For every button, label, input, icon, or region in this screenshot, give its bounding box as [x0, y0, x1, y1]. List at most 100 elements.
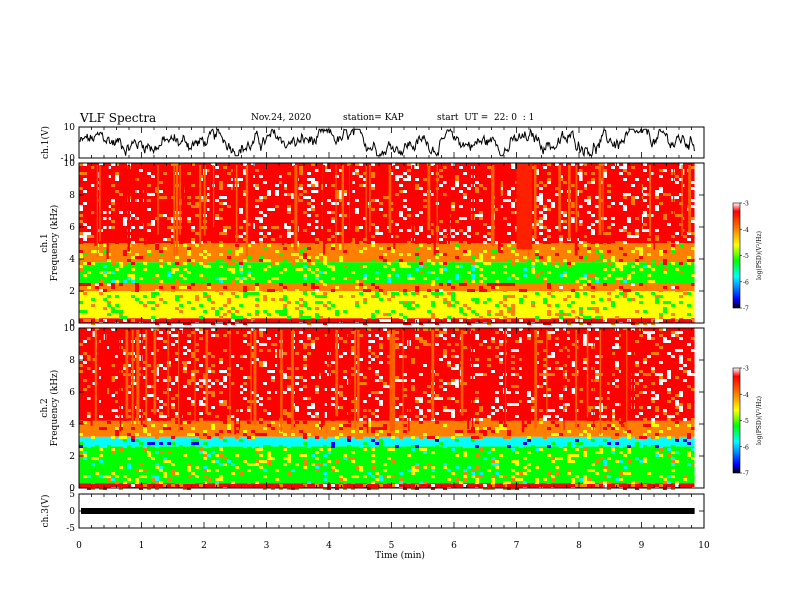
y-axis-label: ch.1Frequency (kHz) [40, 205, 60, 282]
spectrogram-cell [375, 361, 379, 364]
spectrogram-cell [287, 172, 291, 175]
spectrogram-cell [371, 316, 375, 319]
spectrogram-cell [143, 244, 147, 247]
spectrogram-cell [635, 235, 639, 238]
spectrogram-cell [223, 358, 227, 361]
spectrogram-cell [467, 250, 471, 253]
spectrogram-cell [331, 277, 335, 280]
spectrogram-cell [191, 241, 195, 244]
spectrogram-cell [611, 256, 615, 259]
spectrogram-cell [283, 274, 287, 277]
spectrogram-cell [451, 298, 455, 301]
spectrogram-cell [391, 235, 395, 238]
spectrogram-cell [455, 394, 459, 397]
spectrogram-cell [199, 343, 203, 346]
spectrogram-cell [287, 391, 291, 394]
spectrogram-cell [339, 184, 343, 187]
spectrogram-cell [583, 172, 587, 175]
spectrogram-cell [655, 319, 659, 322]
spectrogram-cell [303, 379, 307, 382]
spectrogram-cell [87, 412, 91, 415]
spectrogram-cell [575, 292, 579, 295]
spectrogram-cell [599, 247, 603, 250]
spectrogram-cell [415, 241, 419, 244]
spectrogram-cell [167, 178, 171, 181]
spectrogram-cell [355, 280, 359, 283]
spectrogram-cell [323, 415, 327, 418]
spectrogram-cell [455, 241, 459, 244]
spectrogram-cell [79, 241, 83, 244]
spectrogram-cell [247, 304, 251, 307]
spectrogram-cell [395, 208, 399, 211]
spectrogram-cell [447, 247, 451, 250]
impulse-stripe [143, 165, 147, 245]
spectrogram-cell [619, 190, 623, 193]
spectrogram-cell [163, 379, 167, 382]
spectrogram-cell [667, 316, 671, 319]
y-tick-label: 0 [69, 319, 75, 329]
spectrogram-cell [595, 196, 599, 199]
spectrogram-cell [327, 247, 331, 250]
spectrogram-cell [647, 214, 651, 217]
spectrogram-cell [79, 370, 83, 373]
spectrogram-cell [547, 334, 551, 337]
spectrogram-cell [311, 403, 315, 406]
spectrogram-cell [667, 220, 671, 223]
spectrogram-cell [499, 244, 503, 247]
spectrogram-cell [159, 343, 163, 346]
spectrogram-cell [339, 379, 343, 382]
spectrogram-cell [583, 256, 587, 259]
spectrogram-cell [271, 271, 275, 274]
spectrogram-cell [627, 193, 631, 196]
spectrogram-cell [667, 370, 671, 373]
spectrogram-cell [151, 316, 155, 319]
spectrogram-cell [367, 229, 371, 232]
spectrogram-cell [547, 202, 551, 205]
spectrogram-cell [171, 340, 175, 343]
spectrogram-cell [411, 163, 415, 166]
spectrogram-cell [455, 232, 459, 235]
spectrogram-cell [159, 250, 163, 253]
spectrogram-cell [571, 220, 575, 223]
spectrogram-cell [343, 340, 347, 343]
spectrogram-cell [407, 307, 411, 310]
spectrogram-cell [171, 169, 175, 172]
spectrogram-cell [607, 400, 611, 403]
spectrogram-cell [339, 229, 343, 232]
spectrogram-cell [155, 271, 159, 274]
spectrogram-cell [483, 223, 487, 226]
spectrogram-cell [267, 190, 271, 193]
spectrogram-cell [107, 184, 111, 187]
spectrogram-cell [451, 292, 455, 295]
spectrogram-cell [395, 169, 399, 172]
spectrogram-cell [315, 187, 319, 190]
spectrogram-cell [595, 175, 599, 178]
spectrogram-cell [319, 280, 323, 283]
spectrogram-cell [647, 253, 651, 256]
spectrogram-cell [511, 172, 515, 175]
spectrogram-cell [311, 184, 315, 187]
spectrogram-cell [579, 286, 583, 289]
spectrogram-cell [191, 163, 195, 166]
spectrogram-cell [327, 268, 331, 271]
spectrogram-cell [595, 328, 599, 331]
spectrogram-cell [267, 397, 271, 400]
spectrogram-cell [415, 220, 419, 223]
spectrogram-cell [651, 367, 655, 370]
spectrogram-cell [143, 412, 147, 415]
spectrogram-cell [295, 400, 299, 403]
spectrogram-cell [107, 313, 111, 316]
spectrogram-cell [119, 310, 123, 313]
spectrogram-cell [331, 370, 335, 373]
spectrogram-cell [579, 220, 583, 223]
spectrogram-cell [367, 367, 371, 370]
spectrogram-cell [407, 190, 411, 193]
spectrogram-cell [419, 187, 423, 190]
spectrogram-cell [567, 415, 571, 418]
spectrogram-cell [475, 355, 479, 358]
spectrogram-cell [351, 352, 355, 355]
spectrogram-cell [531, 229, 535, 232]
spectrogram-cell [503, 289, 507, 292]
spectrogram-cell [215, 334, 219, 337]
spectrogram-cell [515, 364, 519, 367]
